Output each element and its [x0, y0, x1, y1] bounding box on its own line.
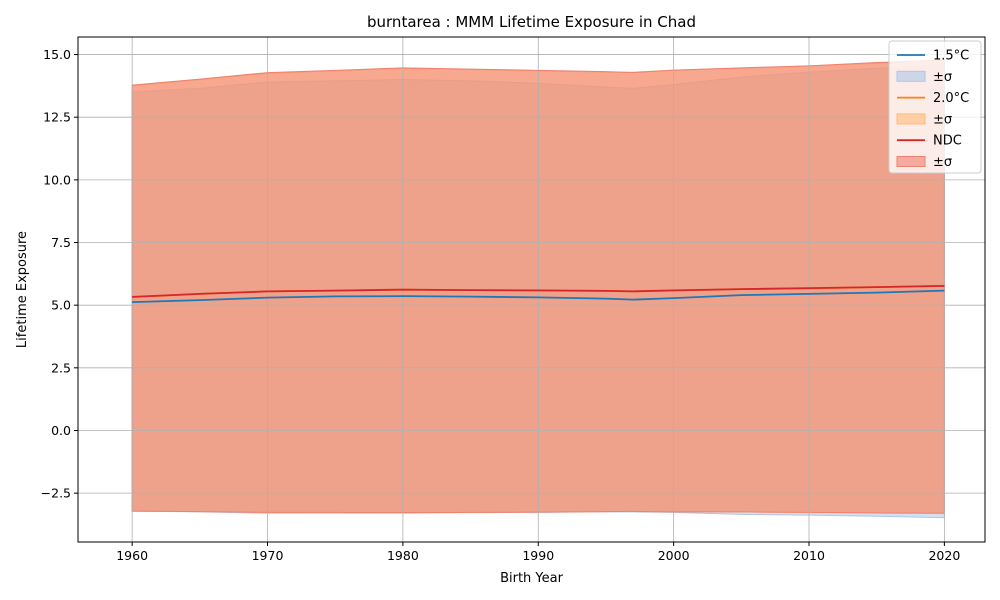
ticks-layer: 1960 1970 1980 1990 2000 2010 2020 −2.5 0.0 2.5 5.…: [41, 47, 961, 563]
x-axis-label: Birth Year: [500, 571, 564, 586]
legend-band-label-0: ±σ: [933, 70, 952, 85]
x-tick-label: 2020: [928, 548, 960, 563]
legend-band-label-2: ±σ: [933, 155, 952, 170]
y-tick-label: −2.5: [41, 486, 71, 501]
y-axis-label: Lifetime Exposure: [15, 231, 30, 348]
legend-label-1: 2.0°C: [933, 91, 969, 106]
y-tick-label: 7.5: [51, 235, 71, 250]
x-tick-label: 1960: [116, 548, 148, 563]
lines-layer: [132, 284, 945, 304]
legend-band-2: [896, 156, 926, 167]
series-line-0: [132, 289, 945, 304]
y-tick-label: 15.0: [43, 47, 71, 62]
legend-band-1: [896, 113, 926, 125]
legend: 1.5°C ±σ 2.0°C ±σ NDC ±σ: [888, 40, 982, 174]
y-tick-label: 5.0: [51, 298, 71, 313]
chart-title: burntarea : MMM Lifetime Exposure in Cha…: [367, 13, 696, 31]
legend-label-0: 1.5°C: [933, 49, 969, 64]
x-tick-label: 2000: [658, 548, 690, 563]
y-tick-label: 10.0: [43, 172, 71, 187]
x-tick-label: 1970: [252, 548, 284, 563]
y-tick-label: 2.5: [51, 360, 71, 375]
x-tick-label: 1980: [387, 548, 419, 563]
legend-band-label-1: ±σ: [933, 112, 952, 127]
x-tick-label: 2010: [793, 548, 825, 563]
series-line-2: [132, 284, 945, 298]
plot-frame: [77, 36, 986, 543]
x-tick-label: 1990: [522, 548, 554, 563]
legend-label-2: NDC: [933, 134, 962, 149]
y-tick-label: 0.0: [51, 423, 71, 438]
y-tick-label: 12.5: [43, 110, 71, 125]
legend-band-0: [896, 70, 926, 82]
